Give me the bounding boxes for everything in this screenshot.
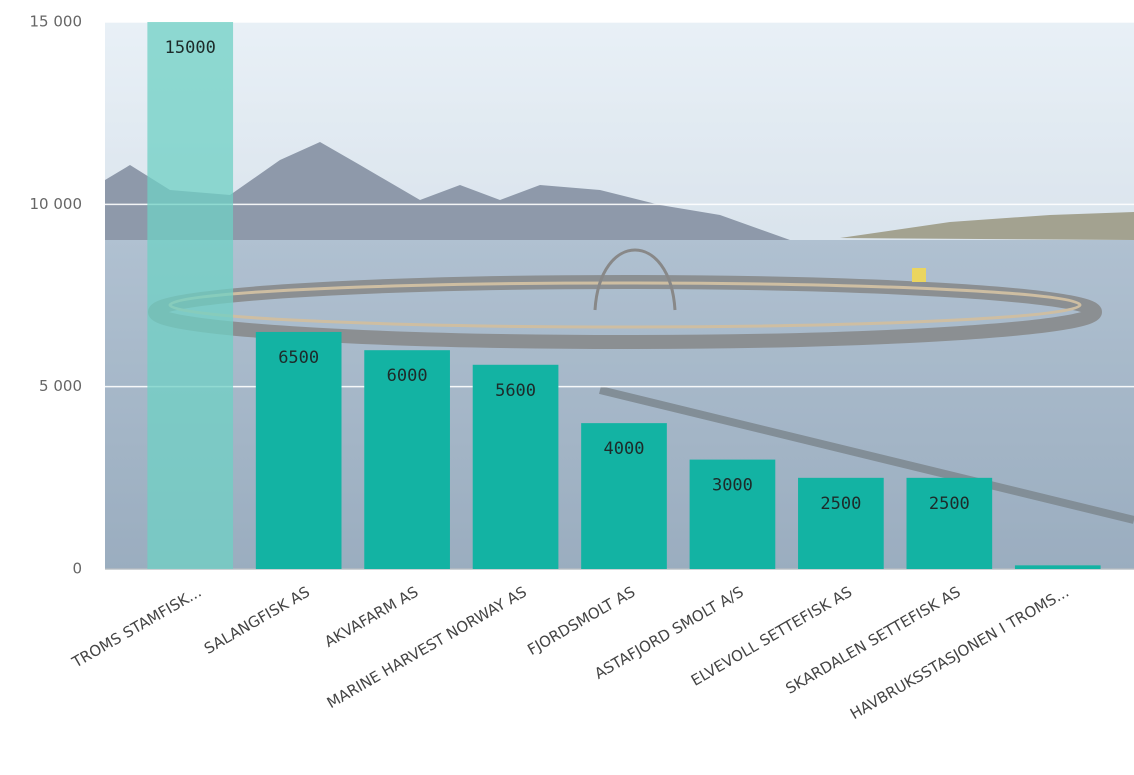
x-tick-label: FJORDSMOLT AS xyxy=(524,583,638,659)
x-tick-label: AKVAFARM AS xyxy=(321,583,421,651)
bar xyxy=(1014,565,1101,569)
y-tick-label: 5 000 xyxy=(39,377,82,395)
value-label: 4000 xyxy=(604,439,645,459)
y-tick-label: 0 xyxy=(72,560,82,578)
bar xyxy=(798,477,884,569)
value-label: 15000 xyxy=(165,38,216,58)
bar xyxy=(364,350,450,569)
x-tick-label: HAVBRUKSSTASJONEN I TROMS... xyxy=(847,583,1072,723)
value-label: 2500 xyxy=(929,494,970,514)
value-label: 2500 xyxy=(820,494,861,514)
bar xyxy=(906,477,993,569)
bar xyxy=(689,459,776,569)
bar xyxy=(472,364,559,569)
value-label: 5600 xyxy=(495,381,536,401)
bar xyxy=(581,423,667,569)
bar xyxy=(255,331,342,569)
x-tick-label: TROMS STAMFISK... xyxy=(68,583,204,672)
value-label: 6500 xyxy=(278,348,319,368)
bar xyxy=(147,22,234,569)
y-tick-label: 10 000 xyxy=(30,195,83,213)
x-tick-label: MARINE HARVEST NORWAY AS xyxy=(324,583,530,712)
y-tick-label: 15 000 xyxy=(30,13,83,31)
x-tick-label: SALANGFISK AS xyxy=(201,583,313,658)
value-label: 3000 xyxy=(712,476,753,496)
x-tick-label: SKARDALEN SETTEFISK AS xyxy=(783,583,964,698)
value-label: 6000 xyxy=(387,366,428,386)
